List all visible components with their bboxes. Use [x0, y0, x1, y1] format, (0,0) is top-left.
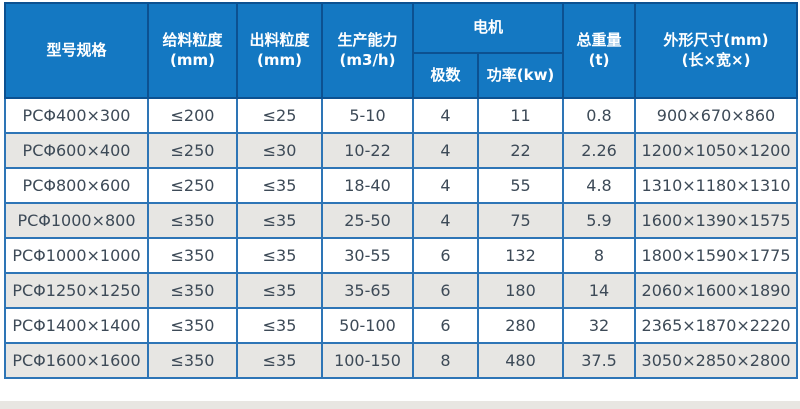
cell-motor-poles: 6 [412, 307, 479, 344]
cell-model: PCΦ1000×800 [4, 202, 149, 239]
cell-capacity: 10-22 [321, 132, 414, 169]
cell-output-size: ≤35 [236, 167, 323, 204]
col-header-weight-line1: 总重量 [576, 31, 622, 49]
cell-motor-power: 75 [476, 202, 565, 239]
col-header-motor-group: 电机 [411, 2, 565, 54]
cell-motor-poles: 4 [412, 167, 479, 204]
table-row: PCΦ1600×1600 ≤350 ≤35 100-150 8 480 37.5… [4, 342, 799, 379]
table-row: PCΦ1400×1400 ≤350 ≤35 50-100 6 280 32 23… [4, 307, 799, 344]
col-header-feed-size: 给料粒度 (mm) [147, 2, 238, 99]
cell-motor-poles: 8 [412, 342, 479, 379]
cell-motor-poles: 6 [412, 237, 479, 274]
cell-dimensions: 2365×1870×2220 [634, 307, 799, 344]
page-bottom-strip [0, 401, 800, 409]
table-row: PCΦ600×400 ≤250 ≤30 10-22 4 22 2.26 1200… [4, 132, 799, 169]
cell-weight: 14 [562, 272, 637, 309]
col-header-feed-size-line1: 给料粒度 [162, 31, 223, 49]
cell-feed-size: ≤350 [147, 237, 238, 274]
cell-dimensions: 1200×1050×1200 [634, 132, 799, 169]
cell-motor-poles: 4 [412, 132, 479, 169]
col-header-capacity: 生产能力 (m3/h) [321, 2, 414, 99]
cell-model: PCΦ400×300 [4, 97, 149, 134]
cell-weight: 2.26 [562, 132, 637, 169]
table-header: 型号规格 给料粒度 (mm) 出料粒度 (mm) 生产能力 (m3/h) 电机 … [4, 2, 799, 99]
table-body: PCΦ400×300 ≤200 ≤25 5-10 4 11 0.8 900×67… [4, 97, 799, 379]
cell-motor-power: 180 [476, 272, 565, 309]
cell-model: PCΦ600×400 [4, 132, 149, 169]
cell-motor-poles: 4 [412, 97, 479, 134]
col-header-model: 型号规格 [4, 2, 149, 99]
cell-output-size: ≤35 [236, 202, 323, 239]
col-header-dimensions-line2: (长×宽×) [681, 50, 751, 69]
cell-motor-power: 11 [476, 97, 565, 134]
cell-output-size: ≤30 [236, 132, 323, 169]
cell-dimensions: 1310×1180×1310 [634, 167, 799, 204]
col-header-output-size-line2: (mm) [257, 50, 302, 69]
cell-output-size: ≤35 [236, 307, 323, 344]
cell-dimensions: 900×670×860 [634, 97, 799, 134]
cell-feed-size: ≤200 [147, 97, 238, 134]
cell-motor-power: 132 [476, 237, 565, 274]
spec-table: 型号规格 给料粒度 (mm) 出料粒度 (mm) 生产能力 (m3/h) 电机 … [4, 2, 799, 379]
col-header-weight: 总重量 (t) [562, 2, 637, 99]
table-row: PCΦ1000×1000 ≤350 ≤35 30-55 6 132 8 1800… [4, 237, 799, 274]
cell-capacity: 18-40 [321, 167, 414, 204]
col-header-motor-poles: 极数 [412, 52, 479, 99]
cell-motor-poles: 6 [412, 272, 479, 309]
cell-capacity: 30-55 [321, 237, 414, 274]
col-header-output-size-line1: 出料粒度 [249, 31, 310, 49]
table-row: PCΦ1250×1250 ≤350 ≤35 35-65 6 180 14 206… [4, 272, 799, 309]
cell-motor-power: 22 [476, 132, 565, 169]
table-row: PCΦ800×600 ≤250 ≤35 18-40 4 55 4.8 1310×… [4, 167, 799, 204]
cell-model: PCΦ1250×1250 [4, 272, 149, 309]
col-header-motor-power: 功率(kw) [476, 52, 565, 99]
cell-capacity: 5-10 [321, 97, 414, 134]
table-row: PCΦ400×300 ≤200 ≤25 5-10 4 11 0.8 900×67… [4, 97, 799, 134]
cell-feed-size: ≤250 [147, 167, 238, 204]
cell-weight: 8 [562, 237, 637, 274]
cell-dimensions: 3050×2850×2800 [634, 342, 799, 379]
cell-dimensions: 1600×1390×1575 [634, 202, 799, 239]
cell-dimensions: 2060×1600×1890 [634, 272, 799, 309]
col-header-feed-size-line2: (mm) [170, 50, 215, 69]
cell-output-size: ≤35 [236, 342, 323, 379]
cell-feed-size: ≤350 [147, 272, 238, 309]
cell-motor-power: 55 [476, 167, 565, 204]
cell-output-size: ≤35 [236, 237, 323, 274]
cell-output-size: ≤35 [236, 272, 323, 309]
cell-weight: 5.9 [562, 202, 637, 239]
cell-capacity: 100-150 [321, 342, 414, 379]
col-header-dimensions: 外形尺寸(mm) (长×宽×) [634, 2, 799, 99]
col-header-dimensions-line1: 外形尺寸(mm) [663, 31, 769, 49]
cell-weight: 0.8 [562, 97, 637, 134]
cell-feed-size: ≤350 [147, 307, 238, 344]
cell-weight: 32 [562, 307, 637, 344]
cell-model: PCΦ1400×1400 [4, 307, 149, 344]
cell-model: PCΦ800×600 [4, 167, 149, 204]
cell-capacity: 35-65 [321, 272, 414, 309]
cell-weight: 4.8 [562, 167, 637, 204]
cell-dimensions: 1800×1590×1775 [634, 237, 799, 274]
col-header-weight-line2: (t) [588, 50, 610, 69]
cell-motor-power: 480 [476, 342, 565, 379]
cell-output-size: ≤25 [236, 97, 323, 134]
cell-feed-size: ≤350 [147, 342, 238, 379]
cell-feed-size: ≤250 [147, 132, 238, 169]
col-header-capacity-line1: 生产能力 [337, 31, 398, 49]
col-header-output-size: 出料粒度 (mm) [236, 2, 323, 99]
cell-motor-poles: 4 [412, 202, 479, 239]
cell-model: PCΦ1000×1000 [4, 237, 149, 274]
cell-capacity: 25-50 [321, 202, 414, 239]
cell-motor-power: 280 [476, 307, 565, 344]
cell-weight: 37.5 [562, 342, 637, 379]
table-row: PCΦ1000×800 ≤350 ≤35 25-50 4 75 5.9 1600… [4, 202, 799, 239]
cell-capacity: 50-100 [321, 307, 414, 344]
cell-feed-size: ≤350 [147, 202, 238, 239]
cell-model: PCΦ1600×1600 [4, 342, 149, 379]
col-header-capacity-line2: (m3/h) [339, 50, 396, 69]
